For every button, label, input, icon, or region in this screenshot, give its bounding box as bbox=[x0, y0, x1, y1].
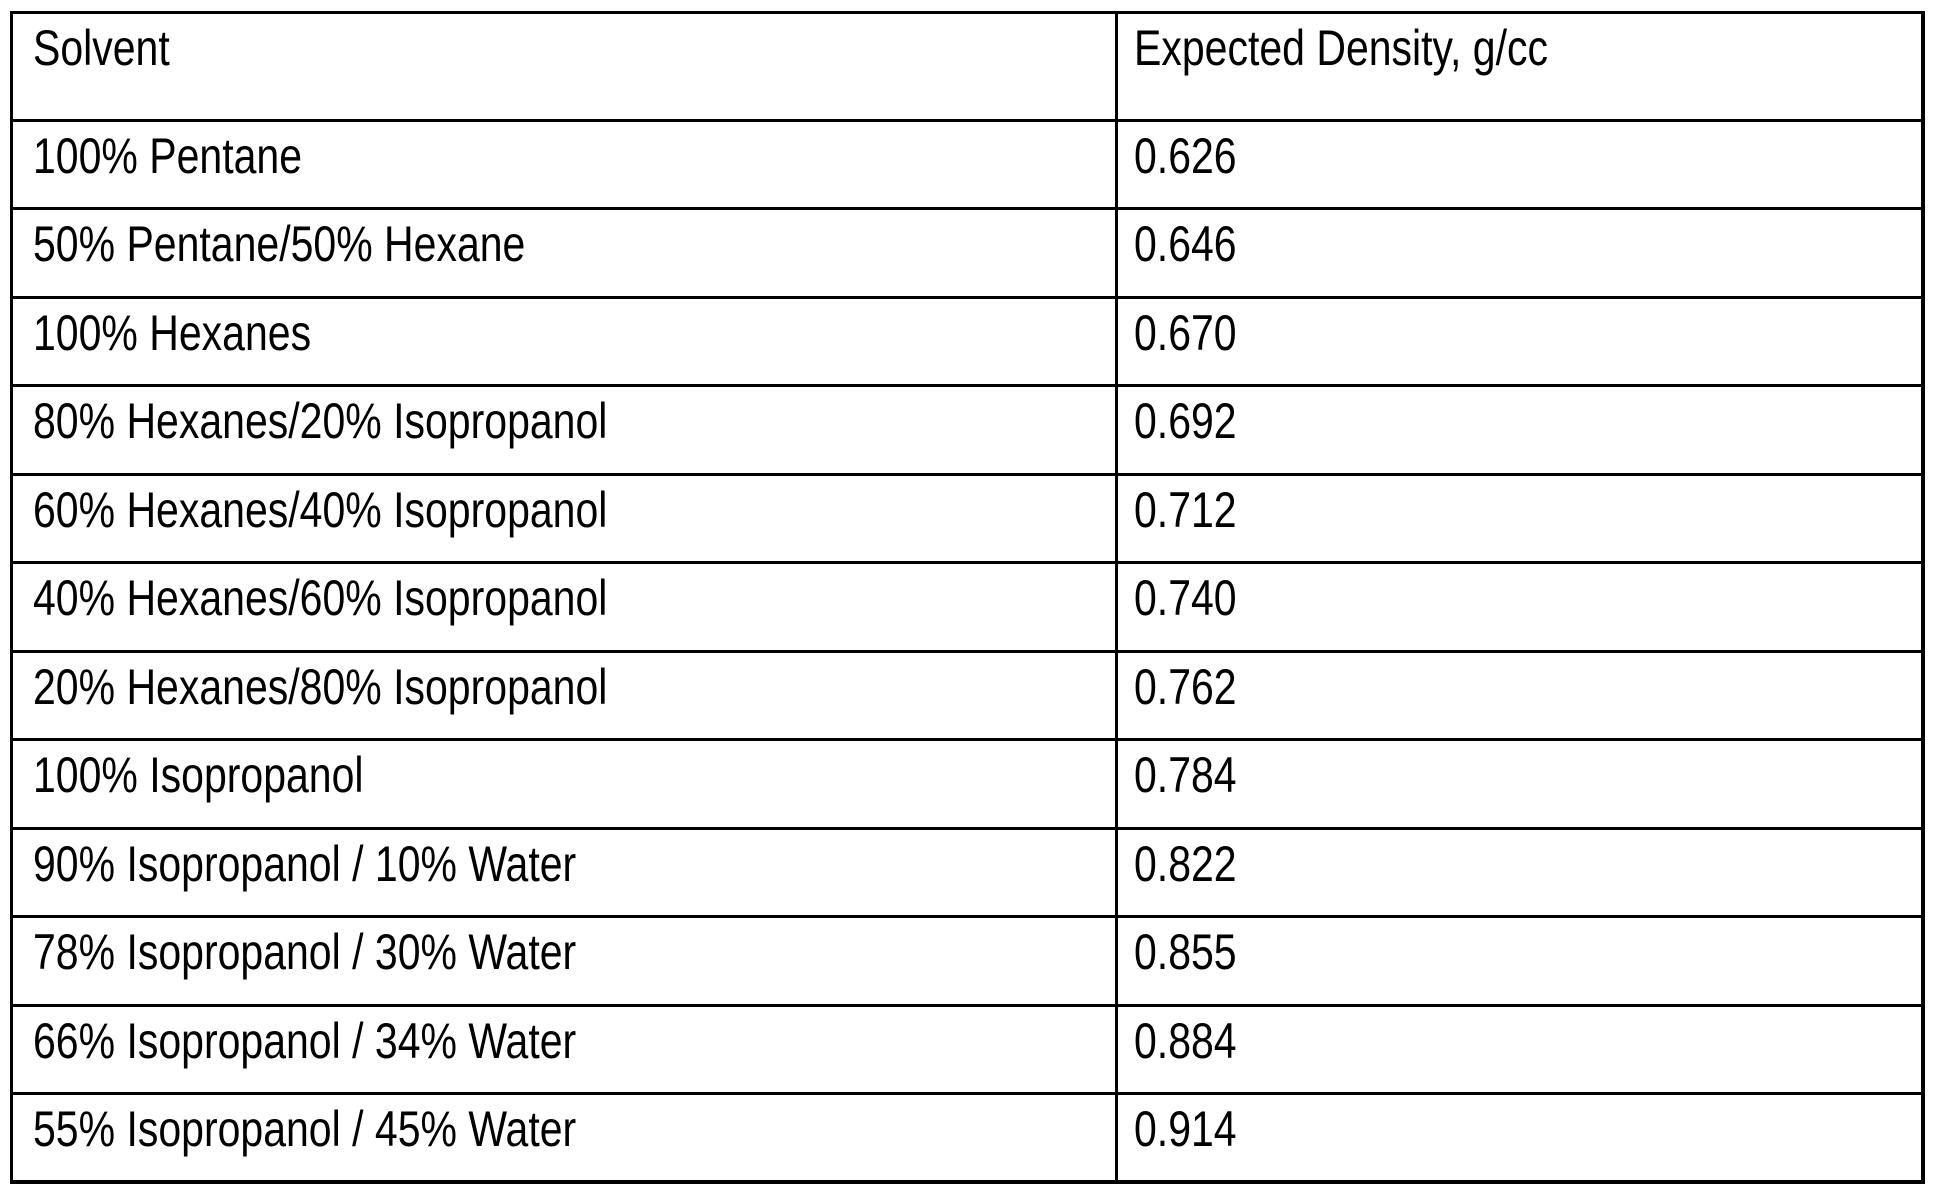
solvent-column-header-label: Solvent bbox=[33, 20, 170, 76]
density-value: 0.822 bbox=[1134, 835, 1237, 892]
solvent-value: 100% Hexanes bbox=[33, 304, 312, 361]
solvent-cell: 66% Isopropanol / 34% Water bbox=[10, 1003, 1118, 1095]
density-cell: 0.762 bbox=[1115, 649, 1924, 742]
density-value: 0.670 bbox=[1134, 304, 1237, 361]
density-column-header-label: Expected Density, g/cc bbox=[1134, 20, 1548, 76]
solvent-cell: 20% Hexanes/80% Isopropanol bbox=[10, 649, 1118, 742]
density-cell: 0.855 bbox=[1115, 915, 1924, 1007]
solvent-value: 40% Hexanes/60% Isopropanol bbox=[33, 570, 608, 627]
solvent-value: 80% Hexanes/20% Isopropanol bbox=[33, 393, 608, 450]
table-row: 66% Isopropanol / 34% Water 0.884 bbox=[10, 1003, 1924, 1095]
solvent-cell: 50% Pentane/50% Hexane bbox=[10, 207, 1118, 299]
density-cell: 0.914 bbox=[1115, 1091, 1924, 1184]
density-value: 0.855 bbox=[1134, 924, 1237, 981]
solvent-value: 90% Isopropanol / 10% Water bbox=[33, 835, 577, 892]
solvent-value: 66% Isopropanol / 34% Water bbox=[33, 1012, 577, 1069]
density-value: 0.884 bbox=[1134, 1012, 1237, 1069]
density-cell: 0.884 bbox=[1115, 1003, 1924, 1095]
density-cell: 0.692 bbox=[1115, 384, 1924, 476]
solvent-cell: 90% Isopropanol / 10% Water bbox=[10, 826, 1118, 919]
density-cell: 0.712 bbox=[1115, 472, 1924, 565]
solvent-value: 78% Isopropanol / 30% Water bbox=[33, 924, 577, 981]
density-cell: 0.670 bbox=[1115, 295, 1924, 388]
table-row: 55% Isopropanol / 45% Water 0.914 bbox=[10, 1091, 1924, 1184]
solvent-cell: 60% Hexanes/40% Isopropanol bbox=[10, 472, 1118, 565]
solvent-value: 55% Isopropanol / 45% Water bbox=[33, 1100, 577, 1157]
density-cell: 0.646 bbox=[1115, 207, 1924, 299]
solvent-value: 100% Pentane bbox=[33, 128, 303, 184]
solvent-value: 100% Isopropanol bbox=[33, 747, 364, 804]
solvent-cell: 78% Isopropanol / 30% Water bbox=[10, 915, 1118, 1007]
density-value: 0.646 bbox=[1134, 216, 1237, 273]
table-row: 80% Hexanes/20% Isopropanol 0.692 bbox=[10, 384, 1924, 476]
solvent-value: 20% Hexanes/80% Isopropanol bbox=[33, 658, 608, 715]
density-cell: 0.784 bbox=[1115, 738, 1924, 830]
density-value: 0.712 bbox=[1134, 481, 1237, 538]
solvent-cell: 55% Isopropanol / 45% Water bbox=[10, 1091, 1118, 1184]
density-value: 0.762 bbox=[1134, 658, 1237, 715]
table-row: 60% Hexanes/40% Isopropanol 0.712 bbox=[10, 472, 1924, 565]
density-value: 0.740 bbox=[1134, 570, 1237, 627]
density-value: 0.784 bbox=[1134, 747, 1237, 804]
density-value: 0.626 bbox=[1134, 128, 1237, 184]
density-column-header: Expected Density, g/cc bbox=[1115, 11, 1924, 122]
solvent-cell: 100% Hexanes bbox=[10, 295, 1118, 388]
table-row: 100% Hexanes 0.670 bbox=[10, 295, 1924, 388]
table-row: 50% Pentane/50% Hexane 0.646 bbox=[10, 207, 1924, 299]
solvent-cell: 80% Hexanes/20% Isopropanol bbox=[10, 384, 1118, 476]
solvent-cell: 100% Pentane bbox=[10, 118, 1118, 211]
header-row: Solvent Expected Density, g/cc bbox=[10, 11, 1924, 122]
solvent-value: 50% Pentane/50% Hexane bbox=[33, 216, 526, 273]
table-row: 78% Isopropanol / 30% Water 0.855 bbox=[10, 915, 1924, 1007]
table-row: 100% Pentane 0.626 bbox=[10, 118, 1924, 211]
solvent-column-header: Solvent bbox=[10, 11, 1118, 122]
density-cell: 0.626 bbox=[1115, 118, 1924, 211]
solvent-cell: 100% Isopropanol bbox=[10, 738, 1118, 830]
density-value: 0.914 bbox=[1134, 1100, 1237, 1157]
density-value: 0.692 bbox=[1134, 393, 1237, 450]
solvent-density-table: Solvent Expected Density, g/cc 100% Pent… bbox=[10, 11, 1925, 1184]
solvent-cell: 40% Hexanes/60% Isopropanol bbox=[10, 561, 1118, 653]
table-row: 20% Hexanes/80% Isopropanol 0.762 bbox=[10, 649, 1924, 742]
solvent-value: 60% Hexanes/40% Isopropanol bbox=[33, 481, 608, 538]
density-cell: 0.740 bbox=[1115, 561, 1924, 653]
table-row: 90% Isopropanol / 10% Water 0.822 bbox=[10, 826, 1924, 919]
table-row: 40% Hexanes/60% Isopropanol 0.740 bbox=[10, 561, 1924, 653]
table-row: 100% Isopropanol 0.784 bbox=[10, 738, 1924, 830]
density-cell: 0.822 bbox=[1115, 826, 1924, 919]
